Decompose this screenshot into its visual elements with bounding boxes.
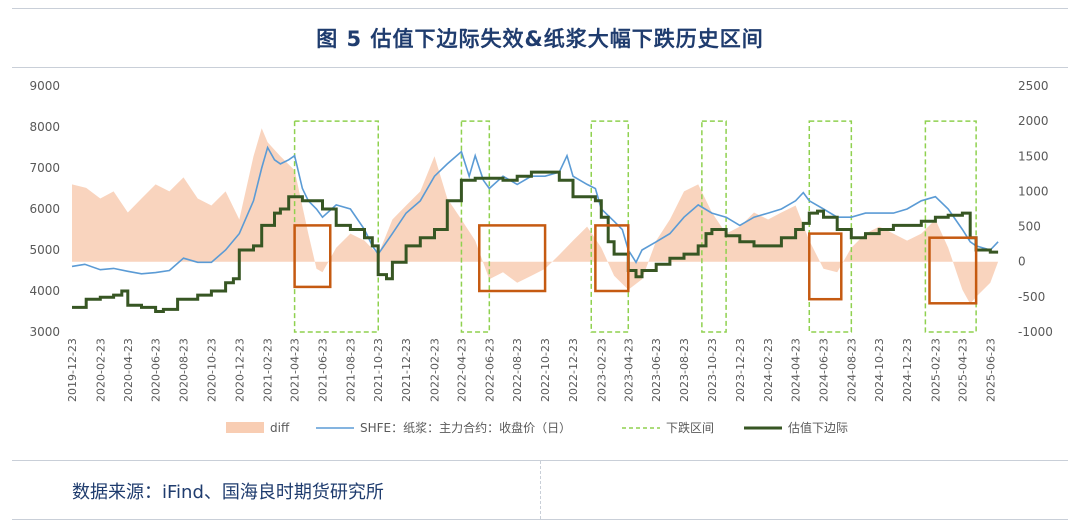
x-axis-tick-label: 2025-04-23 bbox=[956, 338, 969, 402]
x-axis-tick-label: 2023-12-23 bbox=[734, 338, 747, 402]
chart-area: 3000 4000 5000 6000 7000 8000 9000 -1000 -500 0 50… bbox=[12, 66, 1068, 458]
right-axis-tick-label: -1000 bbox=[1018, 325, 1053, 339]
legend-decline-range-label: 下跌区间 bbox=[666, 420, 714, 435]
x-axis-tick-label: 2022-10-23 bbox=[539, 338, 552, 402]
x-axis-tick-label: 2025-02-23 bbox=[929, 338, 942, 402]
x-axis-tick-label: 2020-04-23 bbox=[122, 338, 135, 402]
source-note: 数据来源：iFind、国海良时期货研究所 bbox=[72, 482, 384, 503]
x-axis-tick-label: 2020-08-23 bbox=[178, 338, 191, 402]
chart-svg: 3000 4000 5000 6000 7000 8000 9000 -1000 -500 0 50… bbox=[29, 79, 1053, 435]
x-axis-tick-label: 2022-06-23 bbox=[483, 338, 496, 402]
x-axis-tick-label: 2021-06-23 bbox=[316, 338, 329, 402]
left-axis-tick-label: 5000 bbox=[29, 243, 60, 257]
right-axis-tick-label: 1000 bbox=[1018, 184, 1049, 198]
right-axis-tick-label: 0 bbox=[1018, 255, 1026, 269]
x-axis-tick-label: 2022-08-23 bbox=[511, 338, 524, 402]
right-axis-tick-label: 1500 bbox=[1018, 149, 1049, 163]
x-axis-tick-label: 2020-02-23 bbox=[94, 338, 107, 402]
left-axis-tick-label: 4000 bbox=[29, 284, 60, 298]
legend-diff-label: diff bbox=[270, 421, 290, 435]
highlight-box-4 bbox=[808, 232, 843, 301]
right-axis-tick-label: 2500 bbox=[1018, 79, 1049, 93]
right-axis-tick-label: -500 bbox=[1018, 290, 1045, 304]
x-axis-tick-label: 2021-08-23 bbox=[344, 338, 357, 402]
x-axis-tick-label: 2020-06-23 bbox=[150, 338, 163, 402]
x-axis-tick-label: 2023-08-23 bbox=[678, 338, 691, 402]
left-axis-tick-label: 8000 bbox=[29, 120, 60, 134]
title-bar: 图 5 估值下边际失效&纸浆大幅下跌历史区间 bbox=[12, 8, 1068, 68]
x-axis-tick-label: 2023-04-23 bbox=[622, 338, 635, 402]
x-axis-tick-label: 2024-06-23 bbox=[817, 338, 830, 402]
x-axis-tick-label: 2025-06-23 bbox=[984, 338, 997, 402]
legend-diff-swatch bbox=[226, 422, 264, 433]
x-axis-tick-label: 2023-10-23 bbox=[706, 338, 719, 402]
x-axis-tick-label: 2022-02-23 bbox=[428, 338, 441, 402]
left-axis-tick-label: 6000 bbox=[29, 202, 60, 216]
decline-range-2 bbox=[460, 120, 491, 333]
highlight-box-5 bbox=[928, 236, 978, 305]
x-axis-tick-label: 2024-10-23 bbox=[873, 338, 886, 402]
chart-title: 图 5 估值下边际失效&纸浆大幅下跌历史区间 bbox=[316, 27, 764, 51]
decline-range-6 bbox=[924, 120, 977, 333]
right-axis-tick-label: 500 bbox=[1018, 220, 1041, 234]
x-axis-tick-label: 2024-02-23 bbox=[762, 338, 775, 402]
left-axis-tick-label: 9000 bbox=[29, 79, 60, 93]
x-axis-tick-label: 2023-02-23 bbox=[595, 338, 608, 402]
left-axis-tick-label: 3000 bbox=[29, 325, 60, 339]
footer: 数据来源：iFind、国海良时期货研究所 bbox=[12, 460, 1068, 520]
x-axis-tick-label: 2021-12-23 bbox=[400, 338, 413, 402]
x-axis-tick-label: 2021-04-23 bbox=[289, 338, 302, 402]
shfe-price-line bbox=[71, 145, 999, 275]
x-axis-tick-label: 2022-04-23 bbox=[455, 338, 468, 402]
x-axis-tick-label: 2024-08-23 bbox=[845, 338, 858, 402]
valuation-lower-edge-line bbox=[72, 170, 999, 313]
x-axis-tick-label: 2024-12-23 bbox=[901, 338, 914, 402]
left-axis-tick-label: 7000 bbox=[29, 161, 60, 175]
x-axis-tick-label: 2024-04-23 bbox=[790, 338, 803, 402]
x-axis-tick-label: 2020-12-23 bbox=[233, 338, 246, 402]
highlight-box-2 bbox=[478, 224, 547, 293]
legend-shfe-label: SHFE：纸浆：主力合约：收盘价（日） bbox=[360, 420, 571, 435]
footer-divider bbox=[540, 461, 541, 519]
decline-range-5 bbox=[808, 120, 853, 333]
highlight-box-3 bbox=[594, 224, 630, 293]
highlight-box-1 bbox=[293, 224, 332, 289]
x-axis-tick-label: 2020-10-23 bbox=[205, 338, 218, 402]
decline-range-4 bbox=[701, 120, 727, 333]
diff-area bbox=[72, 128, 999, 304]
right-axis-tick-label: 2000 bbox=[1018, 114, 1049, 128]
x-axis-tick-label: 2021-02-23 bbox=[262, 338, 275, 402]
x-axis-tick-label: 2021-10-23 bbox=[372, 338, 385, 402]
x-axis-tick-label: 2023-06-23 bbox=[650, 338, 663, 402]
decline-range-3 bbox=[590, 120, 630, 333]
legend-valuation-label: 估值下边际 bbox=[788, 420, 848, 435]
x-axis-tick-label: 2019-12-23 bbox=[66, 338, 79, 402]
x-axis-tick-label: 2022-12-23 bbox=[567, 338, 580, 402]
